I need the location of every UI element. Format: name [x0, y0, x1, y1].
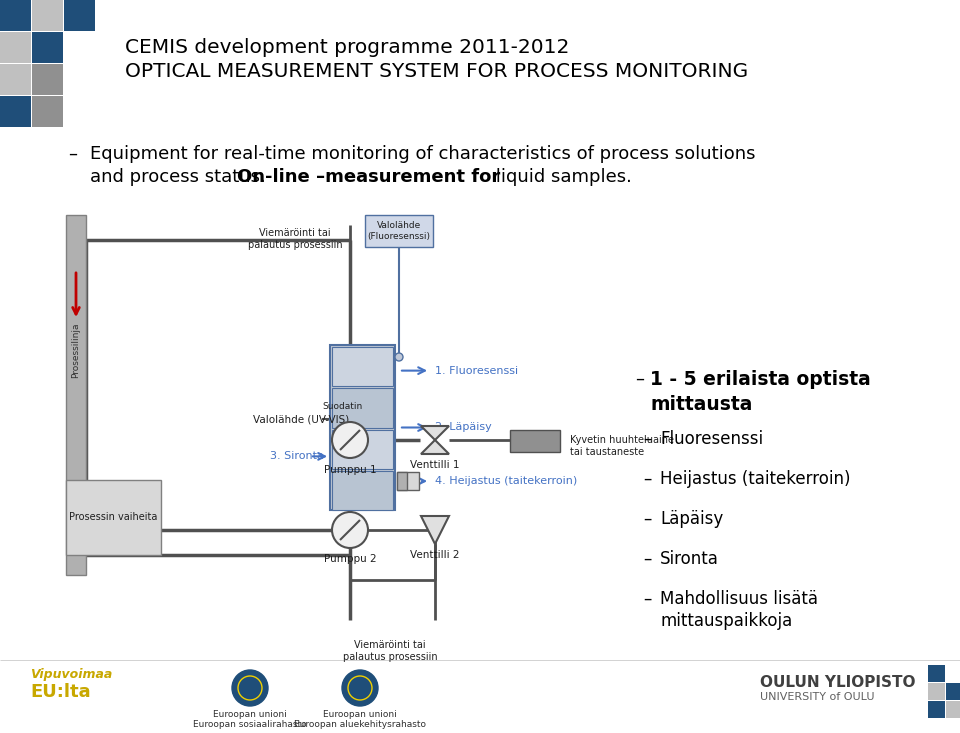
Text: Fluoresenssi: Fluoresenssi — [660, 430, 763, 448]
Bar — [66, 215, 86, 575]
Bar — [64, 0, 95, 31]
Bar — [946, 701, 960, 718]
Bar — [946, 683, 960, 700]
Text: Euroopan unioni
Euroopan sosiaalirahasto: Euroopan unioni Euroopan sosiaalirahasto — [193, 710, 307, 729]
Text: –: – — [643, 550, 652, 568]
Bar — [0, 96, 31, 127]
Text: –: – — [68, 145, 77, 163]
Text: Mahdollisuus lisätä
mittauspaikkoja: Mahdollisuus lisätä mittauspaikkoja — [660, 590, 818, 630]
Bar — [510, 430, 560, 452]
Text: Kyvetin huuhteluaine
tai taustaneste: Kyvetin huuhteluaine tai taustaneste — [570, 435, 674, 457]
Polygon shape — [421, 426, 449, 440]
Text: On-line –measurement for: On-line –measurement for — [237, 168, 500, 186]
Circle shape — [395, 353, 403, 361]
Circle shape — [332, 422, 368, 458]
Polygon shape — [421, 440, 449, 454]
Bar — [365, 215, 433, 247]
Bar — [332, 471, 393, 510]
Text: Heijastus (taitekerroin): Heijastus (taitekerroin) — [660, 470, 851, 488]
Text: Suodatin: Suodatin — [323, 402, 363, 411]
Text: CEMIS development programme 2011-2012: CEMIS development programme 2011-2012 — [125, 38, 569, 57]
Bar — [32, 0, 63, 31]
Text: 4. Heijastus (taitekerroin): 4. Heijastus (taitekerroin) — [435, 476, 577, 486]
Text: UNIVERSITY of OULU: UNIVERSITY of OULU — [760, 692, 875, 702]
Text: Prosessin vaiheita: Prosessin vaiheita — [69, 512, 157, 522]
Text: 3. Sironta: 3. Sironta — [270, 452, 324, 461]
Text: –: – — [635, 370, 644, 388]
Text: Prosessilinja: Prosessilinja — [71, 323, 81, 377]
Bar — [0, 32, 31, 63]
Text: Equipment for real-time monitoring of characteristics of process solutions: Equipment for real-time monitoring of ch… — [90, 145, 756, 163]
Text: Euroopan unioni
Euroopan aluekehitysrahasto: Euroopan unioni Euroopan aluekehitysraha… — [294, 710, 426, 729]
Text: Viemäröinti tai
palautus prosessiin: Viemäröinti tai palautus prosessiin — [248, 228, 343, 250]
Bar — [332, 388, 393, 427]
Bar — [928, 665, 945, 682]
Bar — [397, 472, 419, 490]
Text: Venttilli 1: Venttilli 1 — [410, 460, 460, 470]
Text: 1 - 5 erilaista optista
mittausta: 1 - 5 erilaista optista mittausta — [650, 370, 871, 414]
Bar — [928, 701, 945, 718]
Text: Pumppu 2: Pumppu 2 — [324, 554, 376, 564]
Circle shape — [332, 512, 368, 548]
Text: Viemäröinti tai
palautus prosessiin: Viemäröinti tai palautus prosessiin — [343, 640, 438, 662]
Circle shape — [342, 670, 378, 706]
Text: OULUN YLIOPISTO: OULUN YLIOPISTO — [760, 675, 916, 690]
Text: 1. Fluoresenssi: 1. Fluoresenssi — [435, 366, 518, 375]
Text: Pumppu 1: Pumppu 1 — [324, 465, 376, 475]
Bar — [332, 430, 393, 468]
Text: Sironta: Sironta — [660, 550, 719, 568]
Text: Valolähde (UV-VIS): Valolähde (UV-VIS) — [253, 414, 349, 424]
Text: –: – — [643, 470, 652, 488]
Text: Venttilli 2: Venttilli 2 — [410, 550, 460, 560]
Text: Vipuvoimaa: Vipuvoimaa — [30, 668, 112, 681]
Bar — [32, 64, 63, 95]
Text: –: – — [643, 510, 652, 528]
Text: and process status.: and process status. — [90, 168, 272, 186]
Text: EU:lta: EU:lta — [30, 683, 90, 701]
Bar — [66, 480, 161, 555]
Bar — [397, 472, 407, 490]
Circle shape — [232, 670, 268, 706]
Polygon shape — [421, 516, 449, 544]
Text: –: – — [643, 590, 652, 608]
Text: 2. Läpäisy: 2. Läpäisy — [435, 422, 492, 432]
Bar — [928, 683, 945, 700]
Bar — [32, 32, 63, 63]
Bar — [0, 64, 31, 95]
Bar — [32, 96, 63, 127]
Bar — [332, 347, 393, 386]
Text: OPTICAL MEASUREMENT SYSTEM FOR PROCESS MONITORING: OPTICAL MEASUREMENT SYSTEM FOR PROCESS M… — [125, 62, 748, 81]
Text: Läpäisy: Läpäisy — [660, 510, 723, 528]
Text: liquid samples.: liquid samples. — [490, 168, 632, 186]
Bar — [0, 0, 31, 31]
Text: Valolähde
(Fluoresenssi): Valolähde (Fluoresenssi) — [368, 221, 430, 240]
Text: –: – — [643, 430, 652, 448]
Bar — [330, 345, 395, 510]
